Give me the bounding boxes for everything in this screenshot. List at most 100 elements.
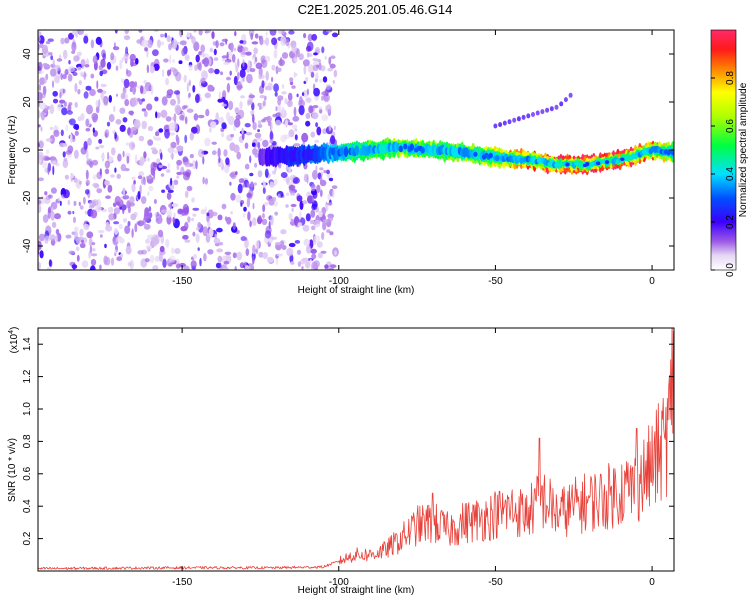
noise-blob (243, 261, 247, 267)
noise-blob (116, 173, 121, 179)
noise-blob (176, 159, 183, 166)
noise-blob (175, 134, 179, 143)
signal-blob (354, 145, 360, 156)
noise-blob (217, 98, 223, 103)
noise-blob (78, 30, 84, 35)
noise-blob (38, 177, 44, 182)
noise-blob (195, 160, 198, 170)
noise-blob (76, 51, 82, 57)
noise-blob (195, 227, 200, 231)
noise-blob (44, 157, 51, 161)
noise-blob (203, 253, 207, 262)
noise-blob (316, 64, 320, 69)
noise-blob (85, 179, 91, 186)
noise-blob (264, 168, 269, 178)
noise-blob (56, 58, 63, 62)
noise-blob (89, 265, 96, 270)
noise-blob (311, 33, 318, 41)
x-tick-label: -50 (488, 276, 503, 287)
noise-blob (214, 68, 220, 75)
noise-blob (145, 244, 153, 250)
noise-blob (249, 172, 254, 177)
noise-blob (284, 119, 289, 128)
noise-blob (179, 114, 185, 121)
noise-blob (247, 211, 251, 221)
noise-blob (193, 41, 200, 52)
noise-blob (298, 53, 304, 61)
noise-blob (92, 127, 95, 133)
noise-blob (262, 139, 269, 148)
noise-blob (144, 47, 149, 52)
noise-blob (119, 107, 126, 114)
faint-feature-blob (516, 116, 521, 122)
noise-blob (148, 185, 154, 192)
noise-blob (90, 253, 98, 257)
noise-blob (163, 58, 169, 63)
noise-blob (173, 179, 179, 185)
y-tick-label: 0.6 (22, 466, 33, 480)
noise-blob (264, 85, 272, 91)
noise-blob (191, 197, 195, 203)
noise-blob (38, 110, 41, 119)
noise-blob (226, 76, 231, 81)
noise-blob (233, 75, 238, 86)
noise-blob (122, 204, 125, 215)
signal-blob (596, 161, 601, 166)
colorbar-ticks: 0.0 0.2 0.4 0.6 0.8 (711, 71, 736, 277)
noise-blob (319, 109, 323, 114)
noise-blob (143, 110, 148, 118)
noise-blob (38, 151, 44, 160)
noise-blob (329, 63, 336, 69)
noise-blob (322, 76, 328, 83)
noise-blob (38, 36, 41, 42)
noise-blob (79, 205, 84, 210)
noise-blob (146, 103, 153, 111)
noise-blob (99, 70, 103, 77)
noise-blob (323, 169, 327, 174)
spectrogram-chart: -150 -100 -50 0 -40 -20 0 20 40 Height of strai… (7, 29, 675, 296)
noise-blob (326, 173, 333, 178)
noise-blob (287, 100, 293, 108)
noise-blob (71, 41, 77, 52)
noise-blob (160, 109, 168, 118)
noise-blob (183, 105, 188, 109)
noise-blob (110, 52, 115, 61)
noise-blob (189, 153, 194, 159)
noise-blob (260, 59, 268, 68)
noise-blob (317, 59, 322, 63)
noise-blob (253, 47, 258, 55)
noise-blob (210, 121, 217, 129)
noise-blob (302, 59, 310, 67)
noise-blob (125, 68, 129, 75)
noise-blob (319, 179, 327, 187)
noise-blob (188, 64, 193, 72)
noise-blob (288, 129, 295, 138)
noise-blob (216, 248, 224, 253)
noise-blob (223, 61, 230, 65)
noise-blob (229, 172, 236, 178)
noise-blob (305, 120, 311, 127)
noise-blob (141, 39, 149, 48)
signal-blob (495, 154, 500, 162)
noise-blob (258, 215, 262, 220)
noise-blob (310, 248, 317, 254)
noise-blob (280, 172, 288, 178)
noise-blob (270, 236, 278, 240)
noise-blob (176, 145, 184, 152)
noise-blob (164, 129, 170, 139)
faint-feature-blob (559, 101, 564, 107)
noise-blob (334, 250, 337, 256)
noise-blob (284, 97, 288, 105)
noise-blob (50, 211, 55, 221)
noise-blob (165, 238, 170, 248)
noise-blob (269, 30, 277, 36)
noise-blob (307, 64, 315, 74)
noise-blob (246, 192, 252, 198)
noise-blob (64, 68, 69, 76)
noise-blob (325, 84, 332, 90)
noise-blob (281, 30, 286, 35)
noise-blob (97, 88, 103, 93)
noise-blob (46, 267, 51, 270)
noise-blob (252, 255, 255, 265)
noise-blob (234, 266, 237, 270)
